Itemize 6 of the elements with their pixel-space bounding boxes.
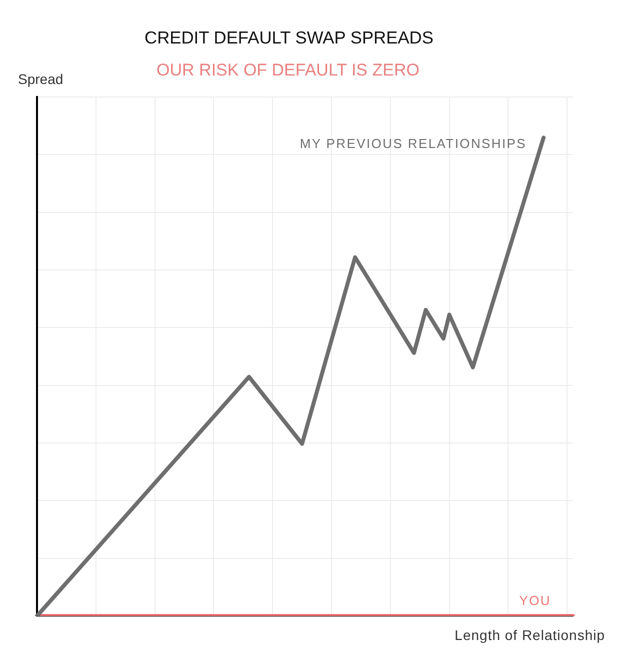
chart-title: CREDIT DEFAULT SWAP SPREADS — [144, 27, 434, 48]
x-axis-title: Length of Relationship — [454, 627, 605, 643]
series-label: MY PREVIOUS RELATIONSHIPS — [300, 136, 527, 152]
series-label: YOU — [519, 593, 551, 608]
chart-subtitle: OUR RISK OF DEFAULT IS ZERO — [156, 60, 420, 80]
y-axis-title: Spread — [18, 71, 64, 87]
